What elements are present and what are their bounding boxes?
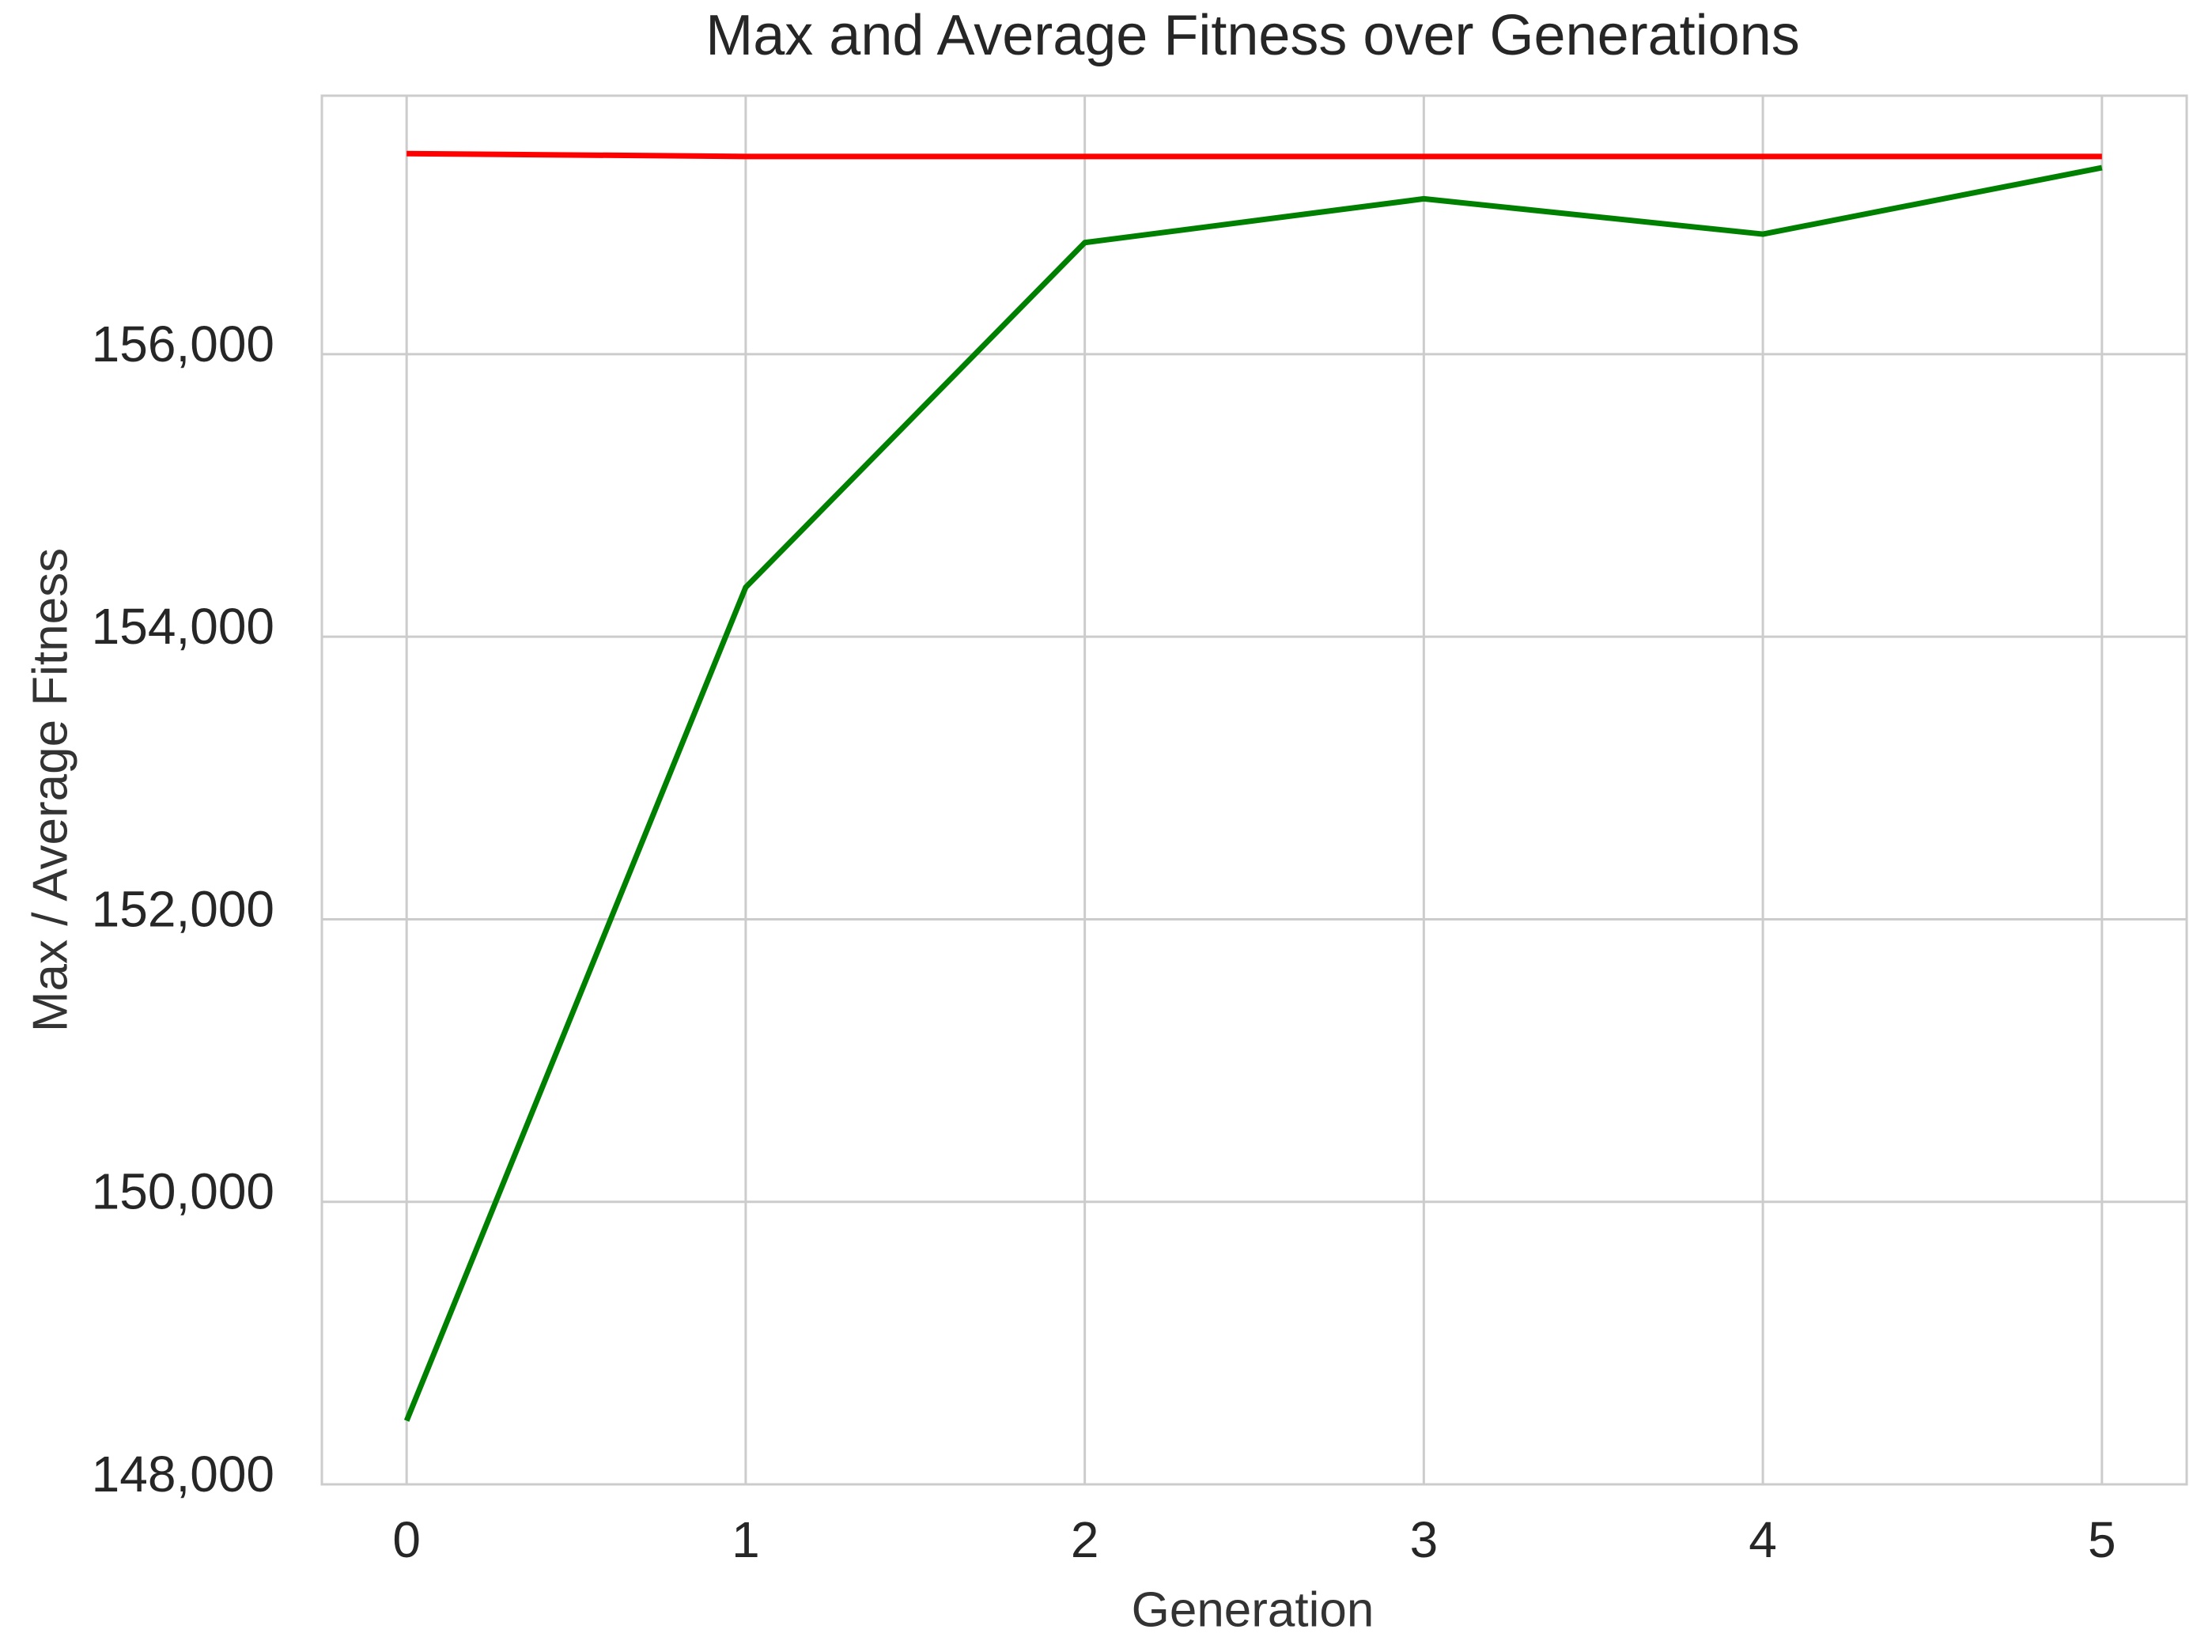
y-tick-label: 152,000 [92, 880, 274, 937]
y-tick-label: 156,000 [92, 316, 274, 372]
data-line [406, 150, 2102, 160]
plot-frame [320, 94, 2188, 1486]
x-tick-label: 4 [1749, 1511, 1777, 1568]
y-axis-label: Max / Average Fitness [23, 548, 78, 1032]
x-axis-label: Generation [1132, 1582, 1374, 1637]
x-tick-label: 5 [2088, 1511, 2116, 1568]
x-tick-label: 3 [1410, 1511, 1439, 1568]
y-tick-label: 148,000 [92, 1446, 274, 1503]
chart-title: Max and Average Fitness over Generations [705, 4, 1799, 67]
x-tick-label: 2 [1071, 1511, 1099, 1568]
y-tick-label: 154,000 [92, 598, 274, 655]
data-line [403, 164, 2103, 1422]
x-tick-label: 0 [392, 1511, 421, 1568]
x-tick-label: 1 [732, 1511, 760, 1568]
y-tick-label: 150,000 [92, 1163, 274, 1220]
